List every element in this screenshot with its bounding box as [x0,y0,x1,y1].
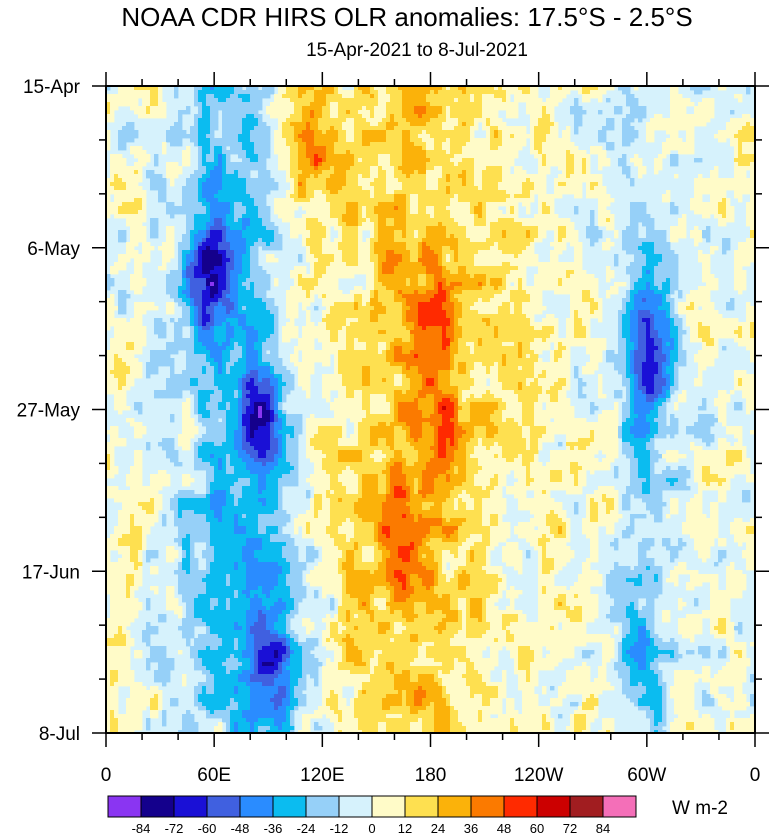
colorbar-label: 0 [368,821,375,834]
colorbar-swatch [305,795,340,818]
colorbar-swatch [173,795,208,818]
colorbar-swatch [437,795,472,818]
y-tick-label: 8-Jul [39,724,80,745]
colorbar-swatch [272,795,307,818]
heatmap-field [106,86,755,733]
y-tick-label: 15-Apr [23,77,81,98]
colorbar-label: 60 [530,821,544,834]
chart-subtitle: 15-Apr-2021 to 8-Jul-2021 [306,40,528,61]
y-tick-label: 27-May [17,401,81,422]
x-tick-label: 60W [627,765,666,786]
colorbar-swatch [140,795,175,818]
colorbar-label: -12 [330,821,349,834]
colorbar-swatch [503,795,538,818]
x-tick-label: 120E [300,765,344,786]
x-tick-label: 0 [101,765,112,786]
colorbar-label: 84 [596,821,610,834]
colorbar-label: 72 [563,821,577,834]
x-tick-label: 180 [415,765,447,786]
colorbar-swatch [371,795,406,818]
colorbar-label: -24 [297,821,316,834]
y-tick-label: 17-Jun [22,562,80,583]
colorbar-label: -48 [231,821,250,834]
colorbar-swatch [239,795,274,818]
chart-title: NOAA CDR HIRS OLR anomalies: 17.5°S - 2.… [121,2,693,32]
colorbar-swatch [206,795,241,818]
colorbar-label: 12 [398,821,412,834]
colorbar-swatch [569,795,604,818]
x-tick-label: 120W [514,765,564,786]
colorbar-swatch [404,795,439,818]
colorbar-swatch [536,795,571,818]
colorbar-label: -60 [198,821,217,834]
colorbar-label: -36 [264,821,283,834]
colorbar-swatch [107,795,142,818]
colorbar-label: 48 [497,821,511,834]
colorbar-label: -84 [132,821,151,834]
colorbar-units: W m-2 [672,798,728,819]
colorbar-label: 24 [431,821,445,834]
y-tick-label: 6-May [27,239,80,260]
colorbar-swatch [602,795,637,818]
colorbar-swatch [470,795,505,818]
colorbar-label: -72 [165,821,184,834]
x-tick-label: 60E [197,765,231,786]
x-tick-label: 0 [750,765,761,786]
colorbar-swatch [338,795,373,818]
colorbar-label: 36 [464,821,478,834]
